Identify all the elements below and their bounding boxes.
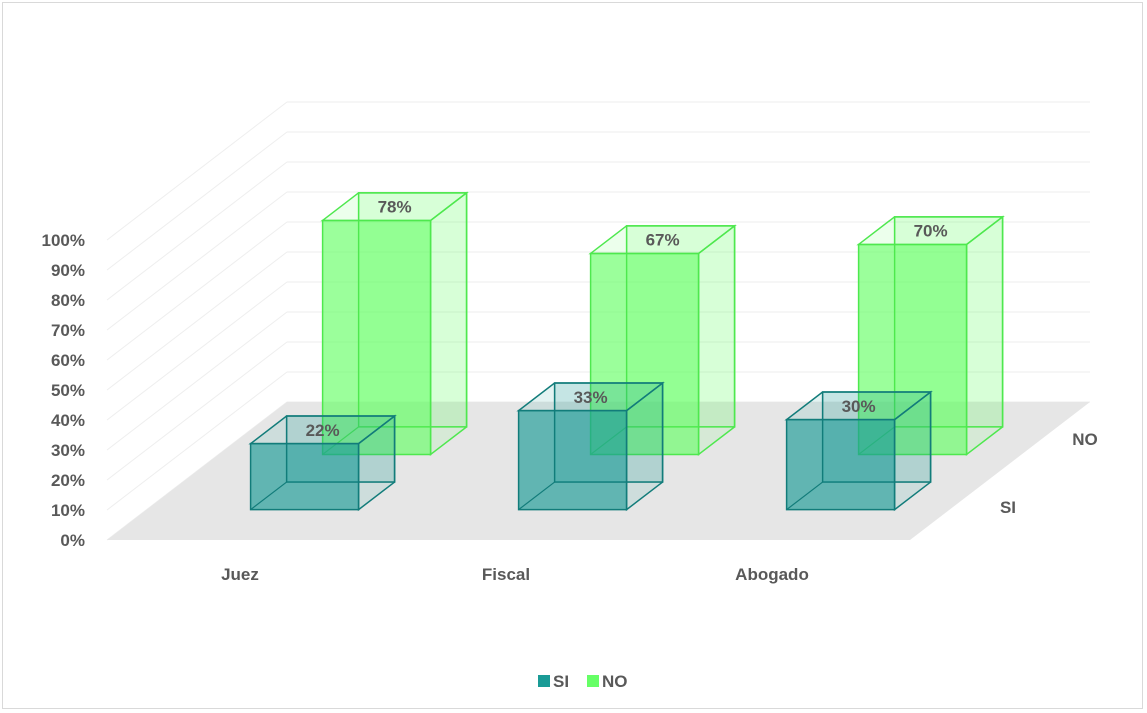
- bar-front-face: [785, 418, 896, 511]
- x-tick-label: Juez: [221, 565, 259, 584]
- x-tick-label: Abogado: [735, 565, 809, 584]
- gridline-side: [106, 311, 288, 451]
- data-label: 67%: [646, 231, 680, 250]
- y-tick-label: 20%: [51, 471, 85, 490]
- bar-side-face: [429, 191, 468, 456]
- gridline-side: [106, 221, 288, 361]
- bar-no-abogado: [856, 215, 1005, 456]
- y-tick-label: 70%: [51, 321, 85, 340]
- bar-no-juez: [320, 191, 469, 456]
- gridline-side: [106, 341, 288, 481]
- bar-no-fiscal: [588, 224, 737, 456]
- legend-swatch-si: [538, 675, 550, 687]
- y-tick-label: 50%: [51, 381, 85, 400]
- bar-edge: [518, 481, 555, 511]
- legend: SI NO: [538, 672, 628, 691]
- y-tick-label: 80%: [51, 291, 85, 310]
- depth-tick-label: NO: [1072, 430, 1098, 449]
- legend-label-no: NO: [602, 672, 628, 691]
- y-tick-label: 0%: [60, 531, 85, 550]
- gridline-side: [106, 191, 288, 331]
- bar-edge: [250, 481, 287, 511]
- data-label: 78%: [378, 198, 412, 217]
- gridline-side: [106, 371, 288, 511]
- gridline-side: [106, 131, 288, 271]
- bar-side-face: [965, 215, 1004, 456]
- y-tick-label: 10%: [51, 501, 85, 520]
- gridline-side: [106, 101, 288, 241]
- y-tick-label: 90%: [51, 261, 85, 280]
- y-tick-label: 60%: [51, 351, 85, 370]
- data-label: 30%: [842, 397, 876, 416]
- legend-label-si: SI: [553, 672, 569, 691]
- bar-edge: [786, 481, 823, 511]
- depth-tick-label: SI: [1000, 498, 1016, 517]
- gridline-side: [106, 251, 288, 391]
- gridline-side: [106, 281, 288, 421]
- legend-swatch-no: [587, 675, 599, 687]
- data-label: 70%: [914, 222, 948, 241]
- y-tick-label: 100%: [42, 231, 85, 250]
- gridline-side: [106, 161, 288, 301]
- bar-si-juez: [248, 414, 397, 512]
- bar-side-face: [697, 224, 736, 456]
- bar-front-face: [249, 442, 360, 511]
- y-tick-label: 40%: [51, 411, 85, 430]
- y-tick-label: 30%: [51, 441, 85, 460]
- x-tick-label: Fiscal: [482, 565, 530, 584]
- bar-si-fiscal: [516, 381, 665, 512]
- data-label: 22%: [306, 421, 340, 440]
- data-label: 33%: [574, 388, 608, 407]
- bar-si-abogado: [784, 390, 933, 512]
- bar-front-face: [517, 409, 628, 511]
